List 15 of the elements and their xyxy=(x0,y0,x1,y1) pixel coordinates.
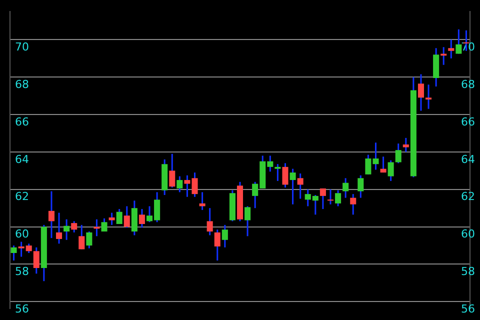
y2-tick-label: 68 xyxy=(461,78,475,91)
y2-tick-label: 56 xyxy=(461,302,475,316)
y-tick-label: 58 xyxy=(15,265,29,278)
y-tick-label: 70 xyxy=(15,40,29,54)
y-tick-label: 64 xyxy=(15,152,29,166)
y-tick-label: 56 xyxy=(15,302,29,316)
y-tick-label: 68 xyxy=(15,78,29,91)
y2-tick-label: 62 xyxy=(461,190,475,204)
y2-tick-label: 58 xyxy=(461,265,475,278)
y2-tick-label: 60 xyxy=(461,228,475,241)
y2-tick-label: 66 xyxy=(461,115,475,128)
y-tick-label: 60 xyxy=(15,228,29,241)
y2-tick-label: 64 xyxy=(461,152,475,166)
y-tick-label: 62 xyxy=(15,190,29,204)
y-tick-label: 66 xyxy=(15,115,29,128)
